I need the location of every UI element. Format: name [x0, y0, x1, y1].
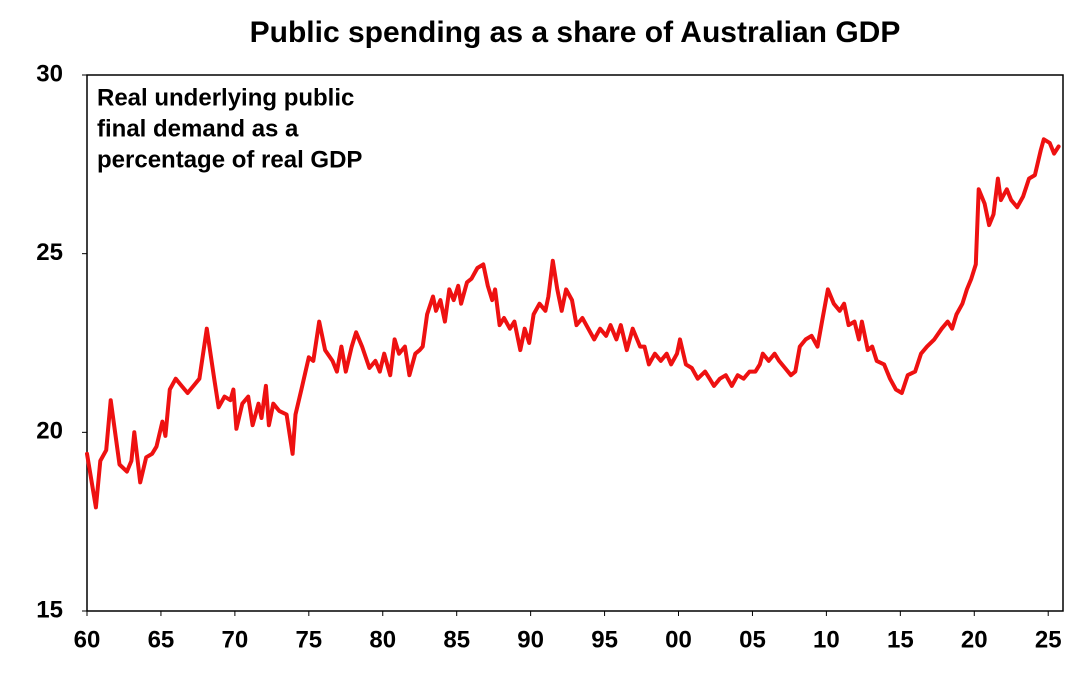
x-tick-label: 90: [517, 626, 544, 653]
plot-frame: [86, 74, 1064, 612]
y-tick-label: 20: [36, 418, 63, 445]
y-tick-label: 30: [36, 60, 63, 87]
annotation: Real underlying public: [97, 84, 354, 111]
x-tick-label: 75: [295, 626, 322, 653]
x-tick-label: 10: [813, 626, 840, 653]
x-tick-label: 00: [665, 626, 692, 653]
x-tick-label: 80: [369, 626, 396, 653]
y-tick-label: 25: [36, 239, 63, 266]
x-tick-label: 85: [443, 626, 470, 653]
x-tick-label: 70: [222, 626, 249, 653]
x-tick-label: 60: [74, 626, 101, 653]
x-tick-label: 25: [1035, 626, 1062, 653]
annotation: percentage of real GDP: [97, 146, 362, 173]
x-tick-label: 05: [739, 626, 766, 653]
y-tick-label: 15: [36, 596, 63, 623]
annotation: final demand as a: [97, 115, 299, 142]
x-tick-label: 20: [961, 626, 988, 653]
x-tick-label: 65: [148, 626, 175, 653]
x-tick-label: 95: [591, 626, 618, 653]
x-tick-label: 15: [887, 626, 914, 653]
data-line: [85, 137, 1061, 510]
chart-title: Public spending as a share of Australian…: [250, 16, 901, 49]
